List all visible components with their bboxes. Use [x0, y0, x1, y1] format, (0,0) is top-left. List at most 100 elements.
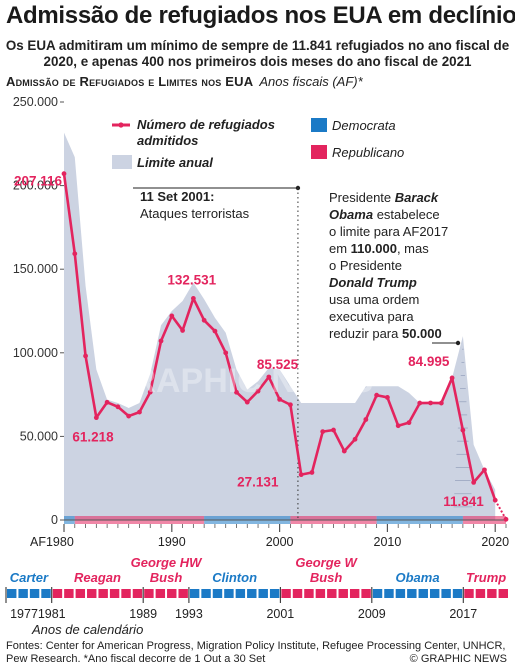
admitted-point — [277, 396, 283, 402]
sept11-text: Ataques terroristas — [140, 206, 250, 221]
president-year-block — [338, 589, 348, 598]
president-year-block — [98, 589, 108, 598]
series-layer — [61, 171, 509, 522]
president-year-block — [269, 589, 280, 598]
x-tick-label: 2010 — [374, 535, 402, 549]
president-year-block — [372, 589, 383, 598]
obama-note-line4: em 110.000, mas — [329, 241, 429, 256]
refugee-chart: 0 50.000 100.000 150.000 200.000 250.000 AF198… — [5, 95, 509, 637]
admitted-point — [309, 470, 315, 475]
admitted-point — [320, 429, 326, 435]
admitted-point — [341, 448, 347, 454]
admitted-point — [158, 338, 164, 344]
legend-limit-swatch — [112, 155, 132, 169]
president-year-block — [395, 589, 406, 598]
legend-limit-label: Limite anual — [137, 155, 213, 170]
president-name: Trump — [466, 570, 506, 585]
president-year-block — [189, 589, 200, 598]
admitted-point — [417, 400, 423, 406]
president-year-block — [18, 589, 28, 598]
admitted-point — [190, 296, 196, 301]
president-year-block — [315, 589, 326, 598]
president-year-block — [7, 589, 17, 598]
admitted-point — [104, 399, 110, 405]
data-label: 84.995 — [408, 354, 450, 369]
president-year-block — [155, 589, 166, 598]
president-year-block — [41, 589, 51, 598]
section-heading: Admissão de Refugiados e Limites nos EUA… — [6, 74, 363, 89]
admitted-point — [331, 427, 336, 433]
annotation-layer: 11 Set 2001: Ataques terroristas Preside… — [140, 189, 461, 346]
legend-republican-label: Republicano — [332, 145, 404, 160]
president-name: Carter — [10, 570, 49, 585]
admitted-point — [223, 350, 229, 356]
chart-subtitle: Os EUA admitiram um mínimo de sempre de … — [5, 38, 510, 69]
admitted-point — [374, 392, 380, 398]
president-year-block — [418, 589, 428, 598]
obama-note-line5: o Presidente — [329, 258, 402, 273]
president-timeline: Carter Reagan George HW Bush Clinton George W… — [5, 555, 508, 637]
admitted-point — [147, 389, 153, 395]
data-label: 85.525 — [257, 357, 299, 372]
president-year-block — [167, 589, 177, 598]
admitted-point — [212, 328, 218, 334]
data-label: 11.841 — [443, 494, 484, 509]
obama-note-line8: executiva para — [329, 309, 414, 324]
watermark-text: GRAPHIC NEWS — [105, 362, 373, 400]
calendar-tick-label: 1981 — [38, 607, 66, 621]
obama-note-line9: reduzir para 50.000 — [329, 326, 442, 341]
obama-note-line6: Donald Trump — [329, 275, 417, 290]
admitted-point — [255, 388, 261, 394]
x-tick-label: AF1980 — [30, 535, 74, 549]
legend: Número de refugiados admitidos Limite anu… — [112, 117, 404, 170]
admitted-point — [428, 400, 433, 406]
admitted-point — [61, 171, 67, 177]
calendar-tick-label: 1989 — [129, 607, 157, 621]
data-label: 207.116 — [14, 174, 63, 189]
calendar-tick-label: 2001 — [266, 607, 294, 621]
y-tick-label: 50.000 — [20, 429, 58, 443]
president-year-block — [144, 589, 154, 598]
president-year-block — [201, 589, 211, 598]
president-name: Reagan — [74, 570, 121, 585]
president-year-block — [384, 589, 394, 598]
president-year-block — [52, 589, 63, 598]
admitted-point — [180, 328, 185, 333]
footer-credit: © GRAPHIC NEWS — [409, 653, 507, 665]
president-year-block — [441, 589, 451, 598]
section-heading-text: Admissão de Refugiados e Limites nos EUA — [6, 74, 254, 89]
president-year-block — [452, 589, 463, 598]
data-label: 61.218 — [72, 430, 114, 445]
calendar-tick-label: 1977 — [10, 607, 38, 621]
calendar-tick-label: 2009 — [358, 607, 386, 621]
admitted-point — [201, 317, 207, 323]
legend-democrat-swatch — [311, 118, 327, 132]
president-year-block — [407, 589, 417, 598]
legend-republican-swatch — [311, 145, 327, 159]
president-year-block — [212, 589, 223, 598]
admitted-point — [83, 353, 88, 359]
x-tick-label: 2000 — [266, 535, 294, 549]
admitted-point — [395, 423, 401, 429]
president-name: Obama — [396, 570, 440, 585]
admitted-point — [471, 479, 477, 485]
admitted-point — [298, 472, 304, 478]
president-year-block — [292, 589, 303, 598]
admitted-point — [234, 389, 239, 395]
admitted-point — [482, 467, 487, 473]
footer-sources: Fontes: Center for American Progress, Mi… — [6, 640, 506, 665]
data-label: 27.131 — [237, 475, 279, 490]
admitted-point — [503, 516, 509, 522]
legend-admitted-label: Número de refugiados admitidos — [137, 117, 275, 148]
y-tick-label: 150.000 — [13, 262, 58, 276]
admitted-point — [266, 374, 272, 380]
sept11-title: 11 Set 2001: — [140, 189, 214, 204]
admitted-point — [363, 417, 369, 422]
y-tick-label: 200.000 — [13, 179, 58, 193]
x-tick-label: 2020 — [481, 535, 509, 549]
president-name: George HW Bush — [131, 555, 204, 585]
president-year-block — [75, 589, 86, 598]
limit-area — [64, 132, 496, 520]
axis-layer: 0 50.000 100.000 150.000 200.000 250.000 AF198… — [13, 95, 509, 549]
admitted-point — [93, 415, 99, 421]
